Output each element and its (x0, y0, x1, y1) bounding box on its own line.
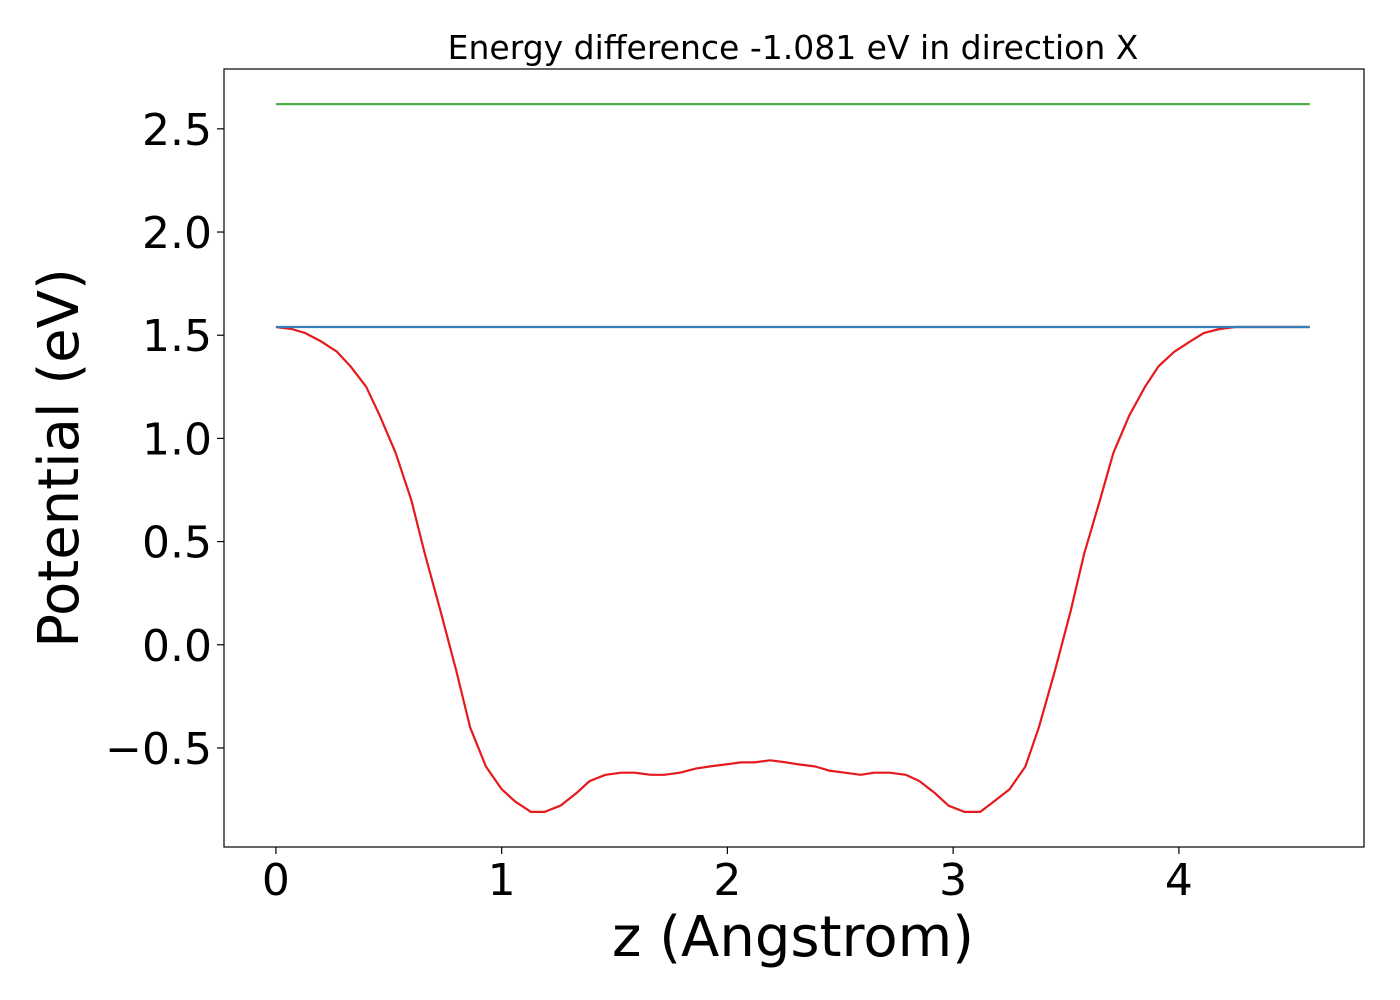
plot-frame (223, 68, 1365, 848)
series-line-0 (275, 325, 1310, 814)
y-tick-label: 1.0 (142, 414, 212, 465)
y-tick-label: 1.5 (142, 311, 212, 362)
x-tick-label: 2 (713, 855, 741, 906)
y-axis-ticks: −0.5 0.0 0.5 1.0 1.5 2.0 2.5 (105, 105, 224, 775)
y-axis-label: Potential (eV) (27, 268, 92, 648)
chart-title: Energy difference -1.081 eV in direction… (448, 28, 1139, 67)
y-tick-label: 2.0 (142, 208, 212, 259)
x-tick-label: 0 (262, 855, 290, 906)
x-tick-label: 1 (488, 855, 516, 906)
y-tick-label: −0.5 (105, 724, 212, 775)
x-tick-label: 4 (1165, 855, 1193, 906)
x-tick-label: 3 (939, 855, 967, 906)
x-axis-label: z (Angstrom) (612, 905, 974, 970)
y-tick-label: 0.5 (142, 518, 212, 569)
y-tick-label: 2.5 (142, 105, 212, 156)
x-axis-ticks: 0 1 2 3 4 (262, 847, 1193, 906)
series-layer (275, 102, 1310, 814)
y-tick-label: 0.0 (142, 621, 212, 672)
